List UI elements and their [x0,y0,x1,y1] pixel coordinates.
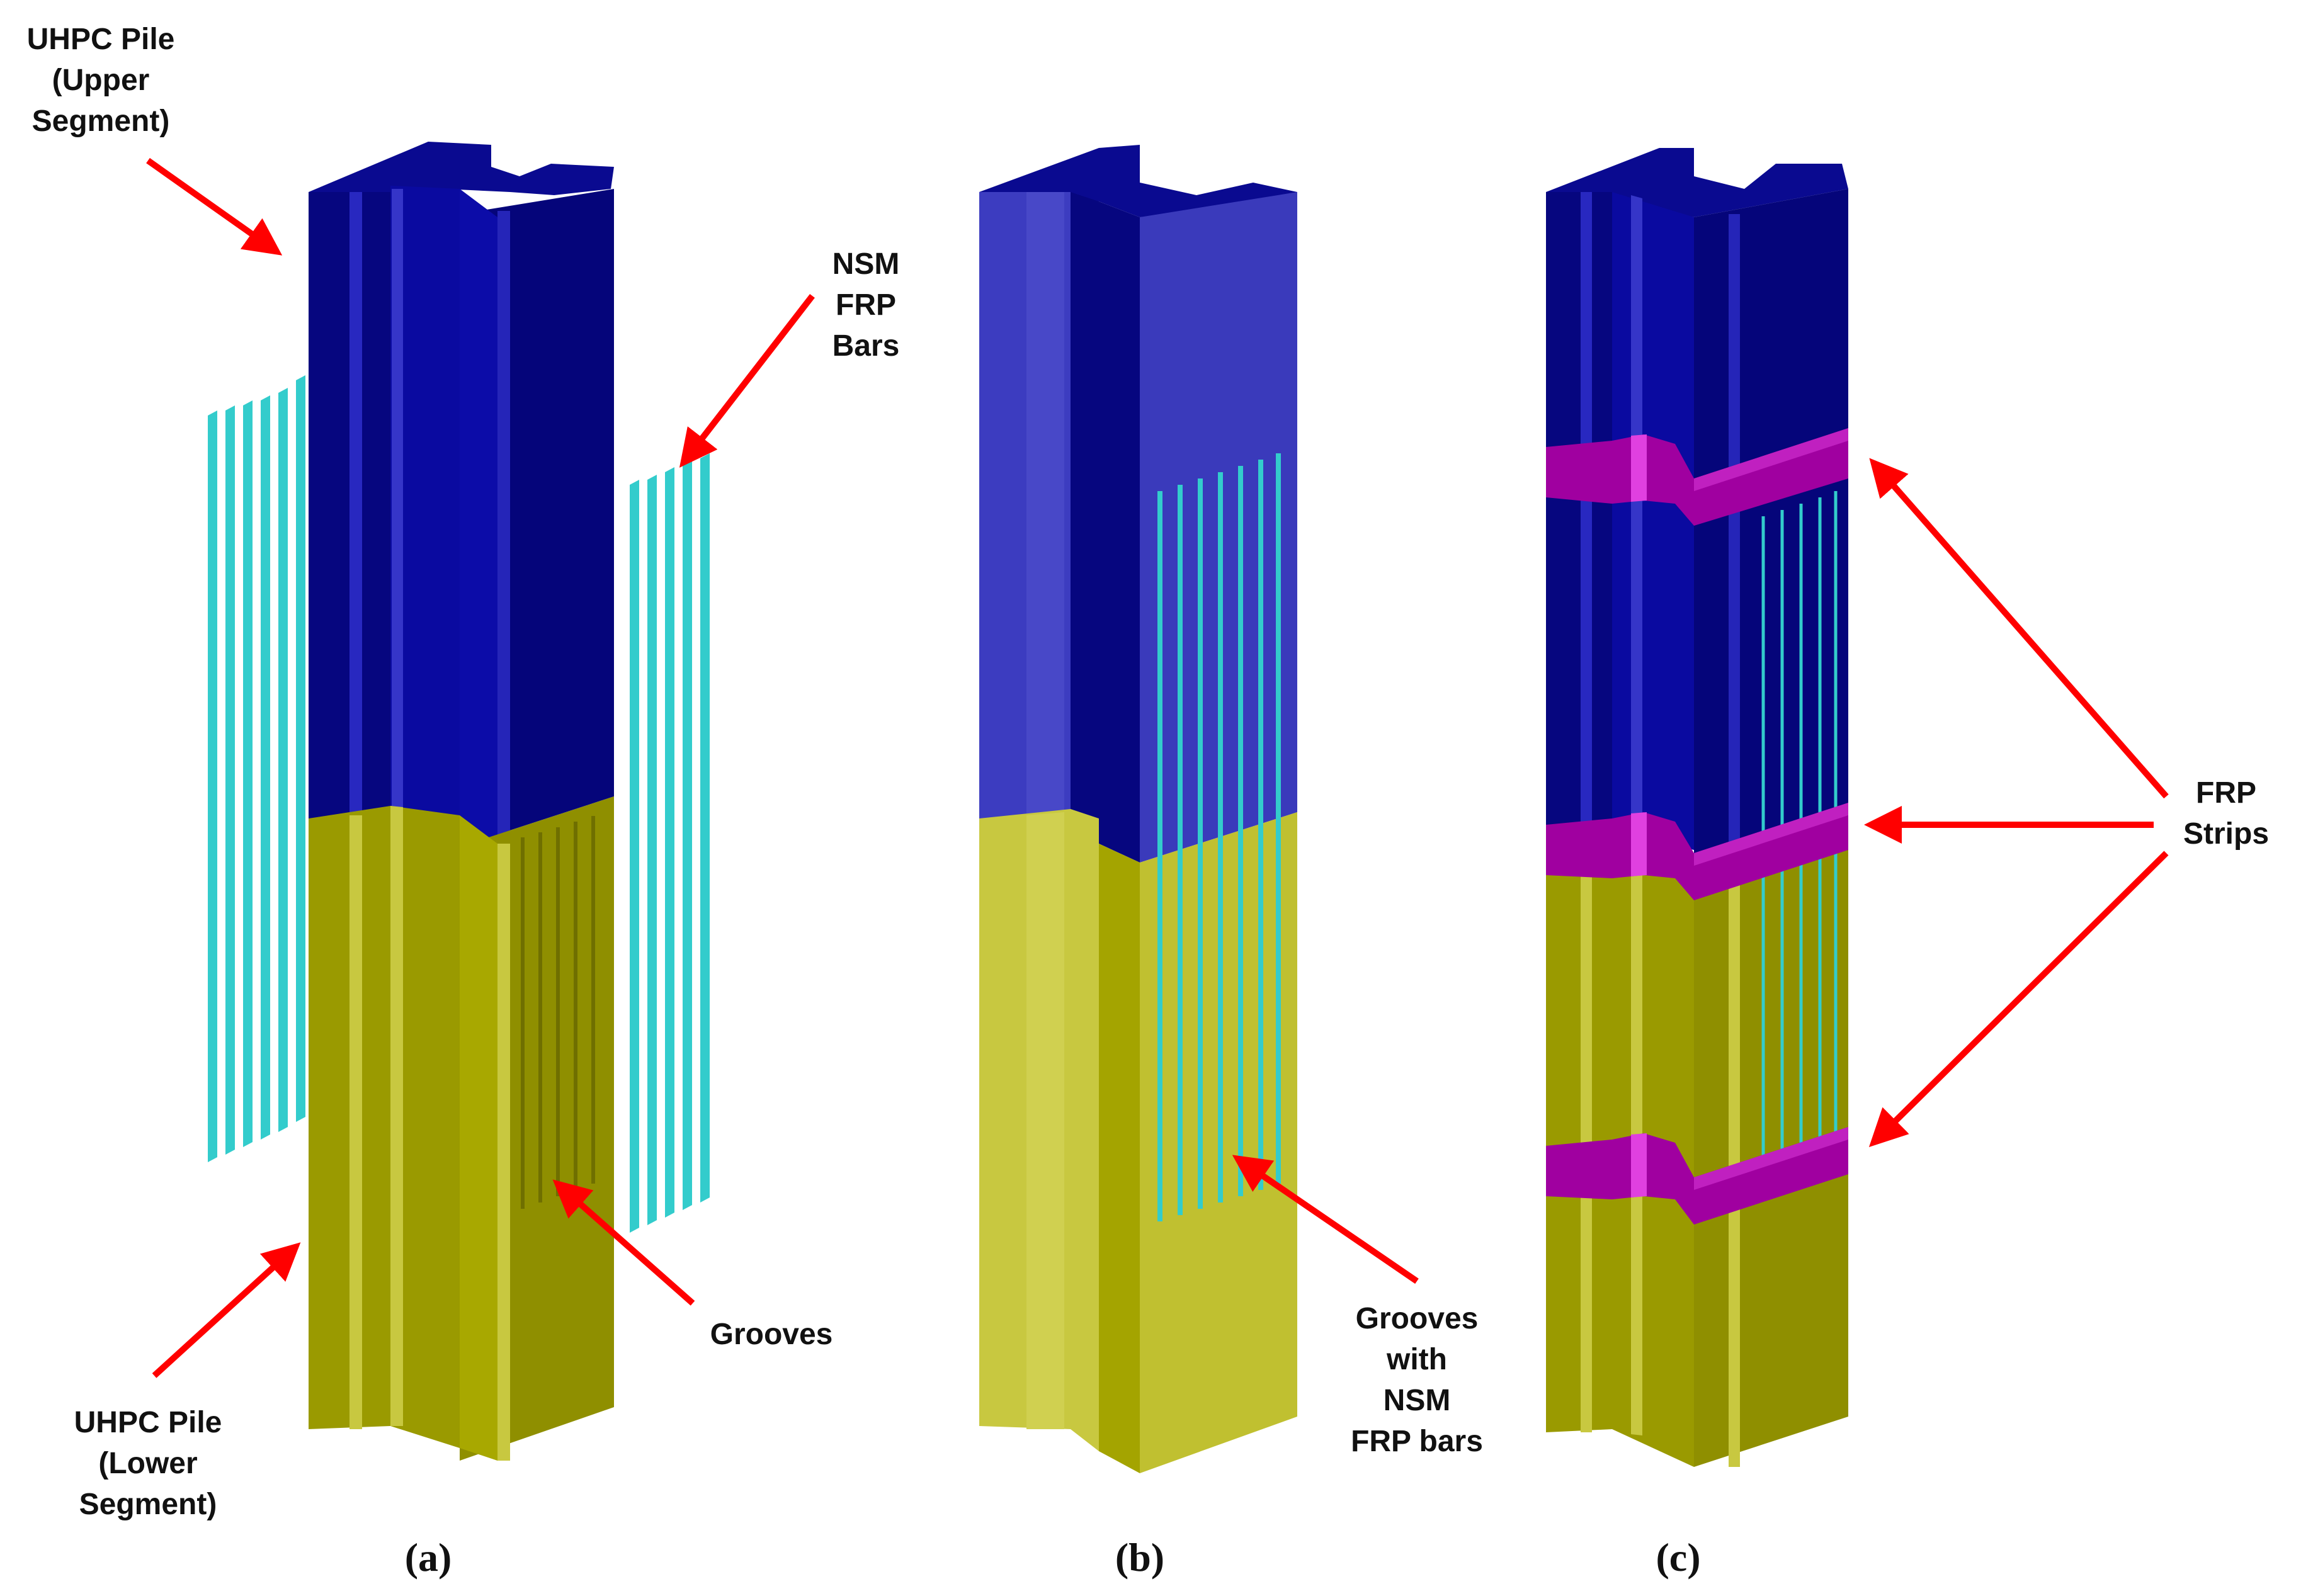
arrow-frp-strip-top [1869,458,2169,799]
label-strips-line1: FRP [2196,776,2256,810]
caption-c: (c) [1656,1535,1700,1580]
caption-b: (b) [1115,1535,1164,1580]
grooves-a [521,816,595,1209]
label-gwb-line4: FRP bars [1351,1425,1483,1458]
pile-a [309,142,614,1461]
label-lower-line3: Segment) [79,1488,217,1521]
arrow-nsm-bars [679,293,815,468]
panel-c [1546,148,1848,1467]
arrow-grooves-a [552,1179,695,1306]
arrow-frp-strip-bottom [1868,851,2169,1148]
label-gwb-line1: Grooves [1356,1302,1479,1335]
pile-c [1546,148,1848,1467]
nsm-bars-right [630,453,710,1233]
label-nsm-bars: NSM FRP Bars [833,247,900,363]
label-gwb-line2: with [1386,1343,1447,1376]
label-nsm-line3: Bars [833,329,900,363]
frp-strip-top [1546,428,1848,526]
label-upper-line1: UHPC Pile [27,23,175,56]
caption-a: (a) [405,1535,452,1580]
label-lower-segment: UHPC Pile (Lower Segment) [74,1406,222,1521]
nsm-bars-left [208,375,305,1162]
frp-strip-bottom [1546,1127,1848,1225]
label-strips-line2: Strips [2183,817,2269,851]
panel-b [979,145,1297,1473]
pile-b [979,145,1297,1473]
label-gwb-line3: NSM [1384,1384,1451,1417]
arrow-lower-segment [152,1242,301,1378]
label-upper-line2: (Upper [52,64,150,97]
label-frp-strips: FRP Strips [2183,776,2269,851]
label-upper-segment: UHPC Pile (Upper Segment) [27,23,175,138]
label-lower-line1: UHPC Pile [74,1406,222,1439]
arrow-upper-segment [146,157,283,256]
arrow-grooves-b [1232,1155,1419,1284]
label-nsm-line2: FRP [836,288,896,322]
label-lower-line2: (Lower [98,1447,197,1480]
annotation-arrows [146,157,2169,1378]
nsm-bars-in-grooves [1157,453,1281,1221]
label-grooves: Grooves [710,1318,833,1351]
label-grooves-with-bars: Grooves with NSM FRP bars [1351,1302,1483,1458]
frp-strip-middle [1546,803,1848,900]
label-nsm-line1: NSM [833,247,900,281]
panel-a [208,142,710,1461]
label-upper-line3: Segment) [32,105,170,138]
